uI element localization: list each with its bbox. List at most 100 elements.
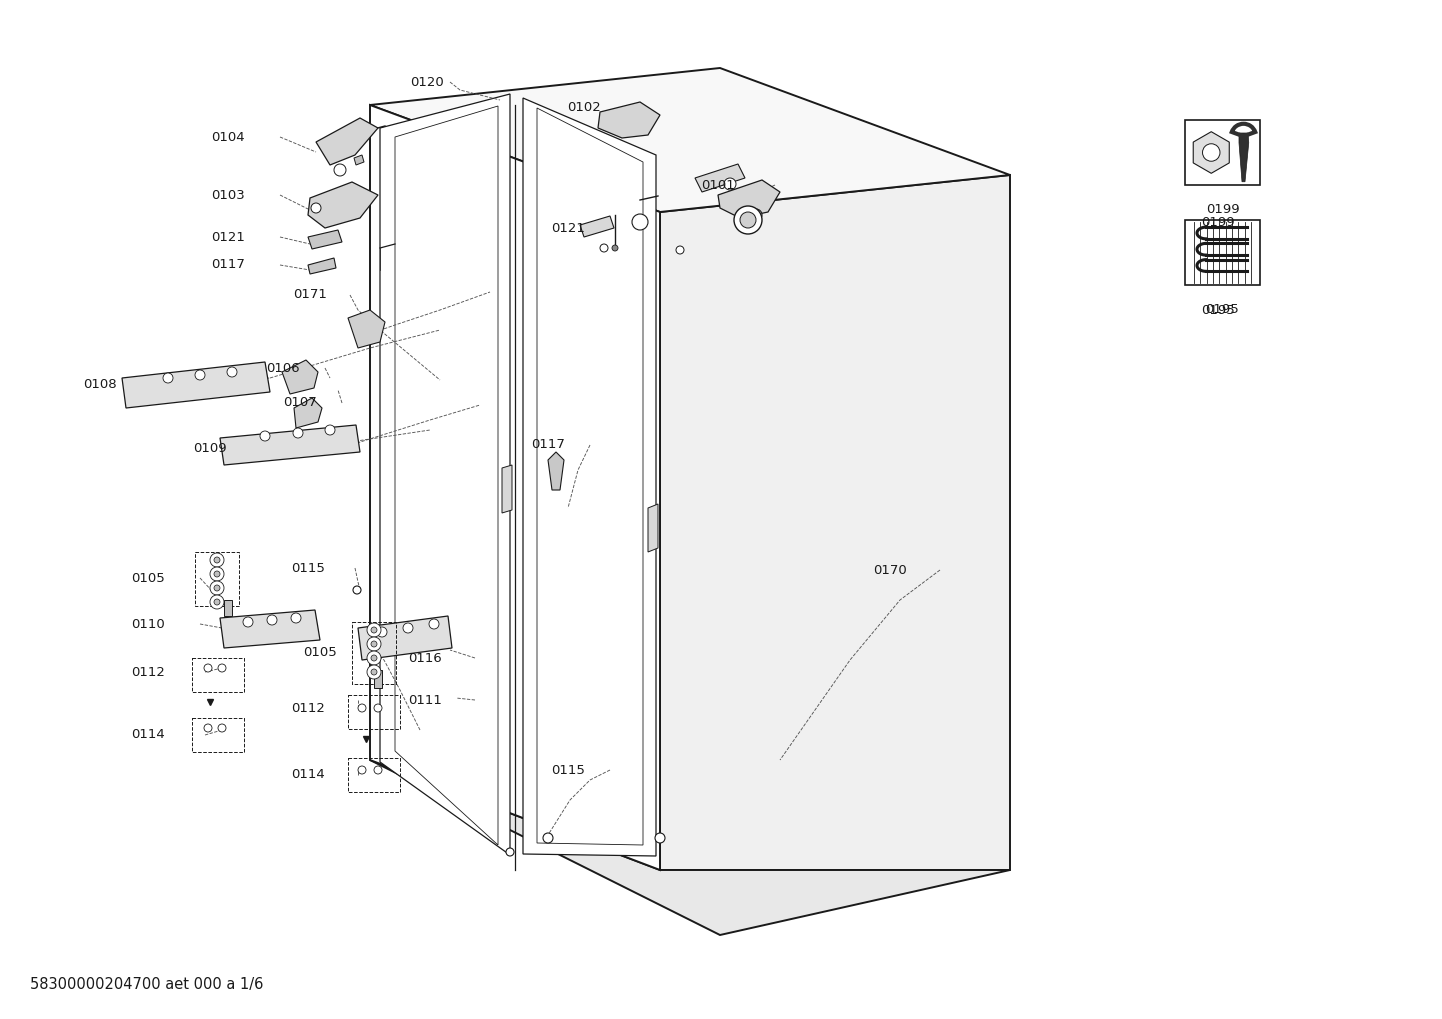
Polygon shape	[371, 105, 660, 870]
Text: 0199: 0199	[1206, 203, 1239, 216]
Circle shape	[203, 664, 212, 672]
Circle shape	[213, 571, 221, 577]
Text: 0116: 0116	[408, 651, 441, 664]
Polygon shape	[221, 425, 360, 465]
Circle shape	[376, 627, 386, 637]
Circle shape	[402, 623, 412, 633]
Text: 0195: 0195	[1201, 304, 1234, 317]
Circle shape	[371, 655, 376, 661]
Polygon shape	[309, 230, 342, 249]
Circle shape	[368, 665, 381, 679]
Text: 0115: 0115	[551, 763, 585, 776]
Text: 0121: 0121	[551, 221, 585, 234]
Text: 0105: 0105	[303, 645, 337, 658]
Circle shape	[324, 425, 335, 435]
Circle shape	[371, 641, 376, 647]
Text: 0115: 0115	[291, 561, 324, 575]
Bar	[192, 658, 244, 692]
Circle shape	[430, 619, 438, 629]
Circle shape	[311, 203, 322, 213]
Polygon shape	[502, 465, 512, 513]
Polygon shape	[309, 258, 336, 274]
Circle shape	[368, 651, 381, 665]
Text: 0108: 0108	[84, 378, 117, 391]
Polygon shape	[348, 310, 385, 348]
Circle shape	[368, 637, 381, 651]
Circle shape	[724, 178, 735, 190]
Polygon shape	[224, 600, 232, 616]
Bar	[192, 718, 244, 752]
Polygon shape	[373, 671, 382, 688]
Text: 0199: 0199	[1201, 215, 1234, 228]
Circle shape	[218, 725, 226, 732]
Polygon shape	[1193, 131, 1229, 173]
Circle shape	[211, 595, 224, 609]
Circle shape	[371, 669, 376, 675]
Polygon shape	[548, 452, 564, 490]
Circle shape	[740, 212, 756, 228]
Text: 0111: 0111	[408, 694, 441, 706]
Text: 0120: 0120	[410, 75, 444, 89]
Circle shape	[226, 367, 236, 377]
Text: 0121: 0121	[211, 230, 245, 244]
Circle shape	[260, 431, 270, 441]
Polygon shape	[371, 760, 1009, 935]
Circle shape	[371, 627, 376, 633]
Bar	[1185, 220, 1260, 285]
Circle shape	[734, 206, 761, 234]
Polygon shape	[381, 94, 510, 855]
Polygon shape	[647, 504, 658, 552]
Circle shape	[506, 848, 513, 856]
Circle shape	[195, 370, 205, 380]
Polygon shape	[695, 164, 746, 192]
Text: 58300000204700 aet 000 a 1/6: 58300000204700 aet 000 a 1/6	[30, 977, 264, 993]
Polygon shape	[536, 108, 643, 845]
Polygon shape	[718, 180, 780, 218]
Circle shape	[211, 581, 224, 595]
Polygon shape	[221, 610, 320, 648]
Polygon shape	[353, 155, 363, 165]
Circle shape	[750, 209, 761, 221]
Polygon shape	[316, 118, 378, 165]
Circle shape	[358, 704, 366, 712]
Circle shape	[291, 613, 301, 623]
Circle shape	[211, 553, 224, 567]
Polygon shape	[123, 362, 270, 408]
Circle shape	[611, 245, 619, 251]
Text: 0109: 0109	[193, 441, 226, 454]
Circle shape	[655, 833, 665, 843]
Circle shape	[163, 373, 173, 383]
Text: 0117: 0117	[211, 259, 245, 271]
Circle shape	[353, 586, 360, 594]
Polygon shape	[283, 360, 319, 394]
Text: 0112: 0112	[131, 665, 164, 679]
Text: 0114: 0114	[131, 729, 164, 742]
Circle shape	[203, 725, 212, 732]
Polygon shape	[309, 182, 378, 228]
Text: 0105: 0105	[131, 572, 164, 585]
Circle shape	[544, 833, 552, 843]
Text: 0114: 0114	[291, 768, 324, 782]
Circle shape	[267, 615, 277, 625]
Circle shape	[368, 623, 381, 637]
Bar	[1185, 120, 1260, 185]
Text: 0195: 0195	[1206, 303, 1239, 316]
Circle shape	[373, 704, 382, 712]
Polygon shape	[660, 175, 1009, 870]
Circle shape	[213, 599, 221, 605]
Circle shape	[358, 766, 366, 774]
Polygon shape	[580, 216, 614, 237]
Text: 0107: 0107	[283, 396, 317, 410]
Text: 0170: 0170	[872, 564, 907, 577]
Circle shape	[373, 766, 382, 774]
Text: 0102: 0102	[567, 101, 601, 113]
Polygon shape	[395, 106, 497, 845]
Text: 0117: 0117	[531, 438, 565, 451]
Polygon shape	[598, 102, 660, 138]
Text: 0101: 0101	[701, 178, 735, 192]
Polygon shape	[1239, 133, 1249, 181]
Circle shape	[211, 567, 224, 581]
Polygon shape	[371, 68, 1009, 212]
Text: 0171: 0171	[293, 288, 327, 302]
Circle shape	[293, 428, 303, 438]
